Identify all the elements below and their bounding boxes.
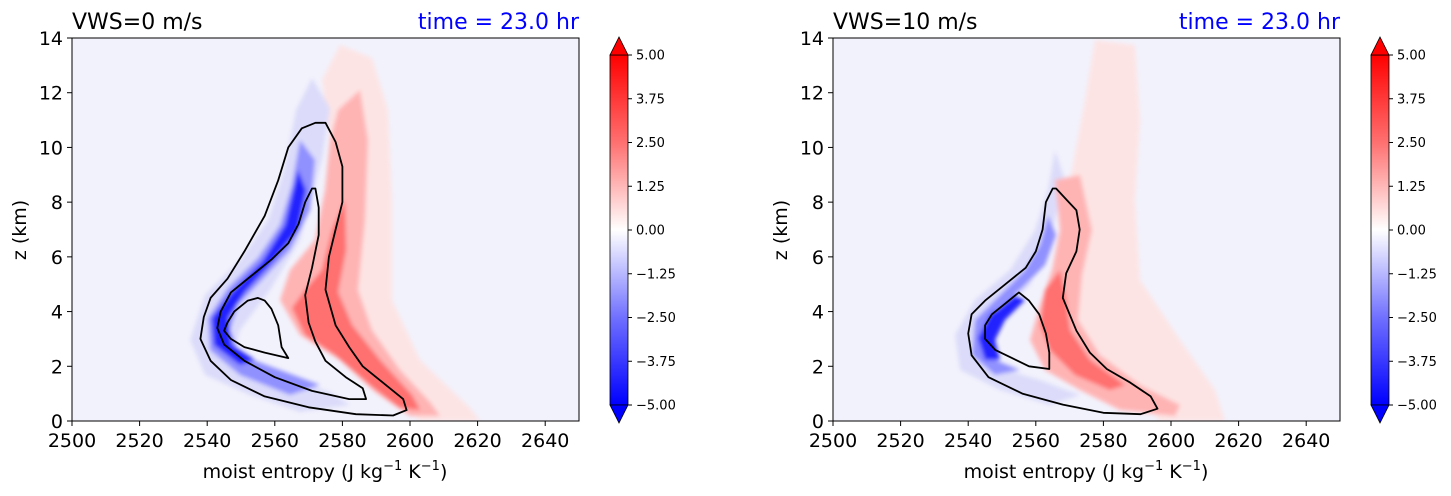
colorbar-tick-label: 5.00 [636,49,665,64]
x-tick-label: 2580 [318,430,366,452]
colorbar-extend-min [1370,404,1390,424]
y-tick-label: 4 [812,302,824,324]
x-axis-label: moist entropy (J kg−1 K−1) [203,459,448,483]
x-tick-label: 2500 [48,430,96,452]
colorbar-tick-label: −1.25 [1397,267,1437,282]
colorbar-extend-min [609,404,629,424]
x-tick-label: 2620 [1214,430,1262,452]
y-tick-label: 10 [39,137,63,159]
panel-vws-10: 2500 2520 2540 2560 2580 2600 2620 2640 0 2 4 6 8 10… [770,10,1437,483]
colorbar-tick-label: −2.50 [636,311,676,326]
x-tick-label: 2640 [1282,430,1330,452]
colorbar: 5.00 3.75 2.50 1.25 0.00 −1.25 −2.50 −3.75 −5.00 [1370,36,1437,424]
y-tick-label: 14 [800,28,824,50]
colorbar-extend-max [1370,36,1390,56]
x-axis: 2500 2520 2540 2560 2580 2600 2620 2640 [48,421,569,452]
positive-plume-faint [1065,40,1225,421]
colorbar-tick-label: 1.25 [636,180,665,195]
colorbar-tick-label: −1.25 [636,267,676,282]
y-tick-label: 8 [51,192,63,214]
x-axis-label: moist entropy (J kg−1 K−1) [964,459,1209,483]
panel-title-right: time = 23.0 hr [1179,10,1341,35]
axes-frame [71,37,580,422]
contour-line-negative-core [223,296,290,360]
y-tick-label: 8 [812,192,824,214]
x-tick-label: 2600 [386,430,434,452]
y-axis-label: z (km) [9,200,31,260]
colorbar-body [609,54,629,406]
colorbar-tick-label: 5.00 [1397,49,1426,64]
colorbar-tick-label: 1.25 [1397,180,1426,195]
panel-title-right: time = 23.0 hr [418,10,580,35]
colorbar-tick-label: −5.00 [636,399,676,414]
contour-lines [199,121,408,417]
x-tick-label: 2560 [251,430,299,452]
contour-line-outer [199,121,408,417]
colorbar-tick-label: 2.50 [636,136,665,151]
y-tick-label: 12 [800,83,824,105]
y-tick-label: 12 [39,83,63,105]
x-tick-label: 2620 [453,430,501,452]
y-tick-label: 14 [39,28,63,50]
x-axis: 2500 2520 2540 2560 2580 2600 2620 2640 [809,421,1330,452]
contour-line-negative-core [984,291,1051,370]
panel-title-left: VWS=0 m/s [72,10,203,35]
positive-core [292,200,420,410]
x-tick-label: 2640 [521,430,569,452]
colorbar-body [1370,54,1390,406]
colorbar-tick-label: 2.50 [1397,136,1426,151]
colorbar-tick-label: −3.75 [1397,355,1437,370]
colorbar-tick-label: 3.75 [1397,92,1426,107]
contour-line-outer [967,187,1159,416]
y-tick-label: 2 [51,356,63,378]
colorbar-tick-label: 3.75 [636,92,665,107]
positive-core [1040,270,1125,390]
x-tick-label: 2600 [1147,430,1195,452]
colorbar-tick-label: 0.00 [1397,224,1426,239]
y-axis-label: z (km) [770,200,792,260]
panel-vws-0: 2500 2520 2540 2560 2580 2600 2620 2640 0 2 4 6 8 10… [9,10,676,483]
colorbar-extend-max [609,36,629,56]
y-tick-label: 0 [51,411,63,433]
colorbar-tick-label: −5.00 [1397,399,1437,414]
y-tick-label: 0 [812,411,824,433]
colorbar-tick-label: 0.00 [636,224,665,239]
negative-core [212,170,306,365]
x-tick-label: 2520 [115,430,163,452]
colorbar-tick-label: −2.50 [1397,311,1437,326]
x-tick-label: 2560 [1012,430,1060,452]
y-tick-label: 4 [51,302,63,324]
y-tick-label: 6 [812,247,824,269]
x-tick-label: 2500 [809,430,857,452]
contour-line-inner [216,187,368,401]
x-tick-label: 2540 [183,430,231,452]
filled-contours [190,45,480,421]
colorbar-tick-label: −3.75 [636,355,676,370]
x-tick-label: 2580 [1079,430,1127,452]
contour-lines [967,187,1159,416]
y-tick-label: 2 [812,356,824,378]
y-axis: 0 2 4 6 8 10 12 14 [39,28,72,433]
colorbar: 5.00 3.75 2.50 1.25 0.00 −1.25 −2.50 −3.75 −5.00 [609,36,676,424]
negative-band [972,215,1056,375]
x-tick-label: 2520 [876,430,924,452]
y-tick-label: 6 [51,247,63,269]
y-axis: 0 2 4 6 8 10 12 14 [800,28,833,433]
y-tick-label: 10 [800,137,824,159]
axes-frame [832,37,1341,422]
panel-title-left: VWS=10 m/s [833,10,978,35]
x-tick-label: 2540 [944,430,992,452]
